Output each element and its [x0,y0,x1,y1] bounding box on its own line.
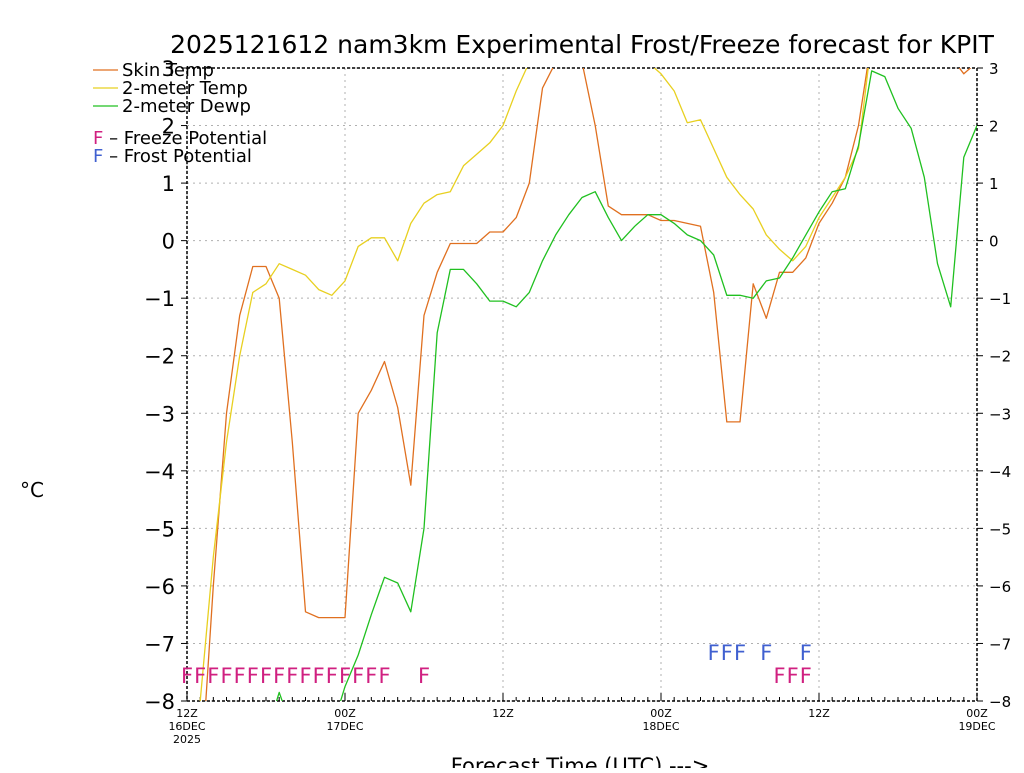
legend-label: 2-meter Dewp [122,96,251,117]
freeze-potential-marker: F [194,664,206,688]
y-tick-label-left: 3 [162,57,175,81]
y-tick-label-left: 2 [162,115,175,139]
frost-potential-marker: F [800,641,812,665]
x-axis-label: Forecast Time (UTC) ---> [451,754,710,768]
freeze-potential-marker: F [181,664,193,688]
x-tick-label: 12Z [492,707,514,720]
series-clip-group [199,68,977,701]
x-tick-date-label: 17DEC [326,720,363,733]
legend-potential-label: F – Frost Potential [93,146,252,167]
x-tick-label: 00Z [650,707,672,720]
y-tick-label-right: 0 [989,233,999,251]
freeze-potential-marker: F [299,664,311,688]
frost-potential-marker: F [734,641,746,665]
legend-potential-letter: F [93,146,103,167]
y-tick-label-right: 3 [989,60,999,78]
freeze-potential-marker: F [339,664,351,688]
y-tick-label-right: −5 [989,520,1011,538]
series-layer [199,68,977,701]
y-tick-label-right: 1 [989,175,999,193]
freeze-potential-marker: F [260,664,272,688]
freeze-potential-marker: F [326,664,338,688]
axes-layer: −8 −8 −7 −7 −6 −6 −5 −5 −4 −4 −3 −3 −2 −2 −1 −1 0 0 1 1 2 2 3 3… [144,57,1011,746]
legend-potential-text: – Frost Potential [103,146,252,167]
legend-potential-label: F – Freeze Potential [93,128,267,149]
y-tick-label-right: −4 [989,463,1011,481]
y-tick-label-left: 1 [162,172,175,196]
frost-potential-marker: F [708,641,720,665]
x-tick-date-label: 16DEC [168,720,205,733]
x-tick-date-label: 18DEC [642,720,679,733]
freeze-potential-marker: F [365,664,377,688]
y-tick-label-right: −1 [989,290,1011,308]
chart-title: 2025121612 nam3km Experimental Frost/Fre… [170,30,994,59]
y-tick-label-left: −5 [144,517,175,541]
series-line-skin-temp [205,68,972,701]
y-tick-label-left: 0 [162,230,175,254]
legend-potential-text: – Freeze Potential [103,128,267,149]
frost-potential-marker: F [721,641,733,665]
freeze-potential-marker: F [220,664,232,688]
freeze-potential-marker: F [313,664,325,688]
freeze-potential-marker: F [247,664,259,688]
freeze-potential-marker: F [773,664,785,688]
y-tick-label-left: −8 [144,690,175,714]
y-tick-label-right: −7 [989,635,1011,653]
y-tick-label-left: −6 [144,575,175,599]
legend-label: Skin Temp [122,60,214,81]
y-tick-label-right: −3 [989,405,1011,423]
x-tick-label: 00Z [334,707,356,720]
freeze-potential-marker: F [207,664,219,688]
y-tick-label-left: −2 [144,345,175,369]
potential-flags-layer: F F F F F F F F F F F F F F F F F F F FF F F F F [181,641,812,688]
y-tick-label-right: −2 [989,348,1011,366]
freeze-potential-marker: F [234,664,246,688]
y-tick-label-right: −6 [989,578,1011,596]
series-line-2-meter-dewp [275,70,977,701]
freeze-potential-marker: F [378,664,390,688]
freeze-potential-marker: F [352,664,364,688]
x-tick-label: 12Z [808,707,830,720]
y-tick-label-left: −3 [144,402,175,426]
y-tick-label-left: −1 [144,287,175,311]
y-tick-label-left: −7 [144,632,175,656]
y-tick-label-right: 2 [989,118,999,136]
y-tick-label-left: −4 [144,460,175,484]
frost-potential-marker: F [760,641,772,665]
y-axis-unit-label: °C [20,478,44,502]
legend-label: 2-meter Temp [122,78,248,99]
y-tick-label-right: −8 [989,693,1011,711]
x-tick-label: 12Z [176,707,198,720]
legend-potential-letter: F [93,128,103,149]
x-tick-date-label: 19DEC [958,720,995,733]
freeze-potential-marker: F [787,664,799,688]
x-tick-year-label: 2025 [173,733,201,746]
freeze-potential-marker: F [286,664,298,688]
freeze-potential-marker: F [418,664,430,688]
freeze-potential-marker: F [800,664,812,688]
x-tick-label: 00Z [966,707,988,720]
freeze-potential-marker: F [273,664,285,688]
